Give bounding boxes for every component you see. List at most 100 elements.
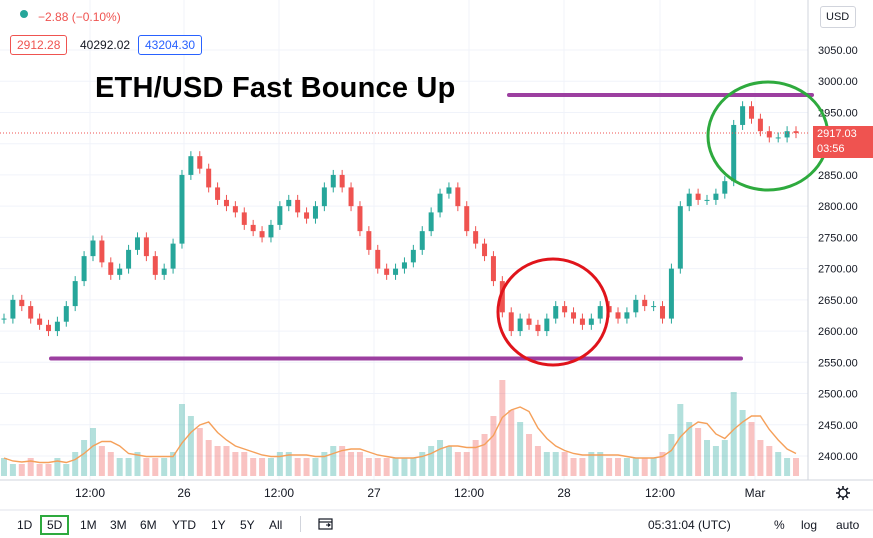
gear-tooth — [837, 495, 841, 499]
volume-bar — [704, 440, 711, 476]
volume-bar — [196, 428, 203, 476]
tf-1y[interactable]: 1Y — [211, 518, 226, 532]
candle-body — [562, 306, 568, 313]
tf-6m[interactable]: 6M — [140, 518, 157, 532]
candle-body — [10, 299, 16, 319]
auto-toggle[interactable]: auto — [836, 518, 860, 532]
candle-body — [455, 187, 461, 207]
candle-body — [179, 174, 185, 244]
y-tick-label: 2750.00 — [818, 232, 858, 244]
candle-body — [312, 206, 318, 219]
volume-bar — [641, 458, 648, 476]
y-tick-label: 2600.00 — [818, 326, 858, 338]
utc-time[interactable]: 05:31:04 (UTC) — [648, 518, 731, 532]
volume-bar — [481, 434, 488, 476]
tf-3m[interactable]: 3M — [110, 518, 127, 532]
volume-bar — [606, 458, 613, 476]
candle-body — [704, 199, 710, 201]
candle-body — [99, 240, 105, 263]
candle-body — [161, 268, 167, 275]
sell-price-button[interactable]: 2912.28 — [10, 35, 68, 55]
candle-body — [624, 312, 630, 319]
volume-bar — [490, 416, 497, 476]
x-tick-label: 26 — [177, 486, 191, 500]
percent-toggle[interactable]: % — [774, 518, 785, 532]
candle-body — [490, 256, 496, 282]
tf-5d[interactable]: 5D — [40, 515, 70, 535]
volume-bar — [775, 452, 782, 476]
currency-label: USD — [826, 11, 850, 23]
volume-bar — [125, 458, 132, 476]
volume-bar — [54, 458, 61, 476]
volume-bar — [570, 458, 577, 476]
candle-body — [473, 231, 479, 244]
y-tick-label: 2800.00 — [818, 201, 858, 213]
volume-bar — [623, 458, 630, 476]
candle-body — [651, 306, 657, 308]
volume-bar — [588, 452, 595, 476]
tf-5y[interactable]: 5Y — [240, 518, 255, 532]
y-tick-label: 2500.00 — [818, 389, 858, 401]
candle-body — [686, 193, 692, 207]
volume-bar — [267, 458, 274, 476]
log-toggle[interactable]: log — [801, 518, 818, 532]
volume-bar — [205, 440, 212, 476]
candle-body — [446, 187, 452, 194]
y-tick-label: 2700.00 — [818, 264, 858, 276]
candle-body — [553, 306, 559, 319]
volume-bar — [89, 428, 96, 476]
volume-bar — [365, 458, 372, 476]
settings-gear-icon[interactable] — [836, 486, 850, 500]
tf-1d[interactable]: 1D — [17, 518, 33, 532]
x-tick-label: 12:00 — [264, 486, 294, 500]
candle-body — [713, 193, 719, 200]
tf-1m[interactable]: 1M — [80, 518, 97, 532]
volume-bar — [374, 458, 381, 476]
date-range-icon[interactable] — [318, 517, 334, 531]
volume-bar — [686, 422, 693, 476]
candle-body — [677, 206, 683, 269]
candle-body — [482, 243, 488, 257]
y-tick-label: 2650.00 — [818, 295, 858, 307]
candle-body — [72, 281, 78, 307]
volume-bar — [721, 440, 728, 476]
volume-bar — [748, 422, 755, 476]
candle-body — [206, 168, 212, 188]
volume-bar — [9, 464, 16, 476]
candle-body — [597, 306, 603, 319]
candle-body — [784, 131, 790, 138]
candle-body — [437, 193, 443, 213]
volume-bar — [259, 458, 266, 476]
candle-body — [464, 206, 470, 232]
volume-bar — [659, 452, 666, 476]
volume-bar — [36, 464, 43, 476]
volume-bar — [161, 458, 168, 476]
candle-body — [793, 131, 799, 134]
countdown: 03:56 — [817, 143, 845, 155]
currency-select[interactable]: USD — [820, 6, 856, 28]
tf-ytd[interactable]: YTD — [172, 518, 196, 532]
candle-body — [668, 268, 674, 319]
tf-all[interactable]: All — [269, 518, 283, 532]
buy-price-button[interactable]: 43204.30 — [138, 35, 203, 55]
candle-body — [277, 206, 283, 225]
volume-bar — [348, 452, 355, 476]
candle-body — [766, 131, 772, 138]
candle-body — [321, 187, 327, 207]
candle-body — [126, 249, 132, 269]
candle-body — [54, 321, 60, 332]
volume-bar — [632, 458, 639, 476]
volume-bar — [437, 440, 444, 476]
volume-bar — [445, 446, 452, 476]
current-price-label: 2917.03 03:56 — [813, 126, 873, 158]
annotation-title: ETH/USD Fast Bounce Up — [95, 72, 456, 104]
volume-bar — [143, 458, 150, 476]
candle-body — [579, 318, 585, 325]
volume-bar — [107, 452, 114, 476]
spread-value: 40292.02 — [80, 38, 131, 52]
candle-body — [375, 249, 381, 269]
candle-body — [410, 249, 416, 263]
candle-body — [304, 212, 310, 219]
volume-bar — [45, 464, 52, 476]
